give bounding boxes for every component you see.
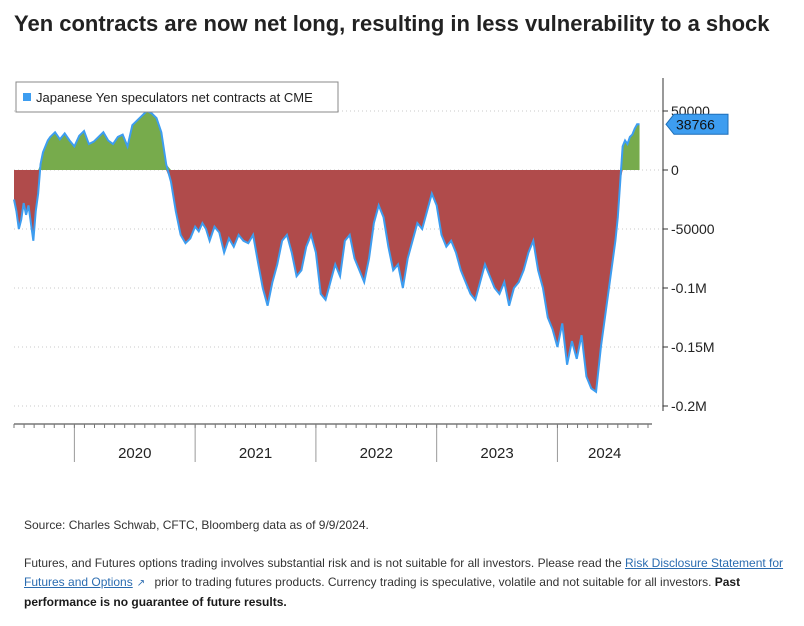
y-tick-label: -0.2M <box>671 398 707 414</box>
y-tick-label: 0 <box>671 162 679 178</box>
disclaimer-text-2: prior to trading futures products. Curre… <box>151 575 715 589</box>
disclaimer: Futures, and Futures options trading inv… <box>24 554 794 612</box>
negative-area <box>14 170 640 392</box>
x-axis: 2020 2021 2022 2023 2024 <box>13 423 652 462</box>
x-tick-label: 2020 <box>118 445 151 462</box>
y-tick-label: -50000 <box>671 221 715 237</box>
legend: Japanese Yen speculators net contracts a… <box>15 81 339 113</box>
y-tick-label: -0.1M <box>671 280 707 296</box>
risk-disclosure-link[interactable]: Risk Disclosure Statement for Futures an… <box>24 556 784 589</box>
external-link-icon[interactable]: ↗ <box>136 578 146 589</box>
positive-area <box>14 111 640 170</box>
source-note: Source: Charles Schwab, CFTC, Bloomberg … <box>24 518 369 532</box>
x-tick-label: 2023 <box>480 445 513 462</box>
x-tick-label: 2022 <box>360 445 393 462</box>
x-tick-label: 2024 <box>588 445 621 462</box>
last-value-badge: 38766 <box>665 113 729 135</box>
y-tick-label: -0.15M <box>671 339 715 355</box>
last-value-label: 38766 <box>676 116 715 132</box>
x-tick-label: 2021 <box>239 445 272 462</box>
chart-title: Yen contracts are now net long, resultin… <box>14 11 770 36</box>
series-line <box>13 109 640 394</box>
legend-swatch <box>23 93 31 101</box>
past-performance-note: Past performance is no guarantee of futu… <box>24 575 741 609</box>
disclaimer-text-1: Futures, and Futures options trading inv… <box>24 556 625 570</box>
legend-label: Japanese Yen speculators net contracts a… <box>36 90 313 105</box>
